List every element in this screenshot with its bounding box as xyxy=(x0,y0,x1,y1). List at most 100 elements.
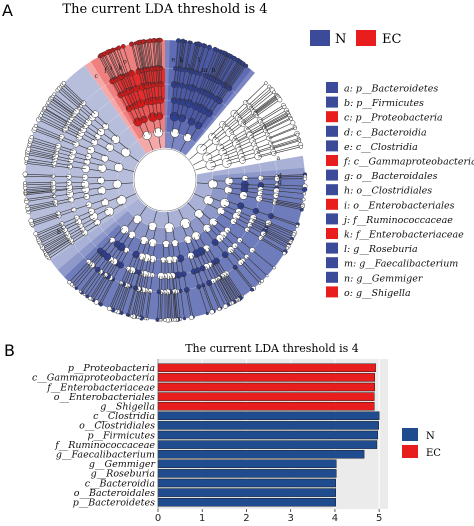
cladogram-branch xyxy=(193,271,200,287)
cladogram-branch xyxy=(64,130,79,139)
cladogram-branch xyxy=(260,238,285,254)
cladogram-branch xyxy=(80,105,94,117)
cladogram-branch xyxy=(251,130,266,139)
taxa-legend-entry: b: p__Firmicutes xyxy=(344,98,424,109)
cladogram-node xyxy=(100,154,109,163)
cladogram-branch xyxy=(123,75,131,91)
cladogram-branch xyxy=(226,273,243,297)
cladogram-branch xyxy=(60,139,76,146)
cladogram-branch xyxy=(265,118,292,132)
bar-chart-title: The current LDA threshold is 4 xyxy=(185,342,359,355)
cladogram-branch xyxy=(274,200,303,207)
cladogram-branch xyxy=(91,275,107,300)
clade-letter-label: a xyxy=(276,155,280,162)
cladogram-branch xyxy=(276,190,305,194)
cladogram-branch xyxy=(133,289,141,317)
taxa-legend-swatch xyxy=(326,198,338,210)
cladogram-node xyxy=(244,227,250,233)
cladogram-branch xyxy=(195,45,204,73)
cladogram-node xyxy=(182,67,188,73)
cladogram-branch xyxy=(140,70,145,87)
bar-legend: N EC xyxy=(402,428,441,459)
cladogram-node xyxy=(182,317,187,321)
cladogram-node xyxy=(293,126,297,131)
cladogram-node xyxy=(211,137,220,145)
cladogram-node xyxy=(183,133,192,142)
cladogram-branch xyxy=(228,64,246,89)
cladogram-branch xyxy=(209,51,221,78)
cladogram-node xyxy=(49,180,57,187)
cladogram-node xyxy=(78,290,82,294)
cladogram-branch xyxy=(88,249,100,263)
cladogram-node xyxy=(189,40,193,45)
bar xyxy=(157,392,375,401)
cladogram-branch xyxy=(67,123,83,133)
clade-letter-label: l xyxy=(198,57,200,64)
cladogram-branch xyxy=(255,143,271,149)
cladogram-node xyxy=(97,186,107,195)
y-tick-label: c__Bacteroidia xyxy=(85,478,156,489)
cladogram-branch xyxy=(190,43,198,72)
bar xyxy=(157,488,337,497)
cladogram-node xyxy=(112,179,122,189)
cladogram-node xyxy=(194,209,204,219)
cladogram-branch xyxy=(43,110,68,125)
cladogram-branch xyxy=(262,234,288,249)
cladogram-branch xyxy=(86,272,104,297)
cladogram-branch xyxy=(100,279,115,305)
cladogram-branch xyxy=(141,290,147,319)
cladogram-branch xyxy=(115,284,126,312)
cladogram-node xyxy=(61,81,67,86)
cladogram-node xyxy=(24,197,29,202)
cladogram-branch xyxy=(120,268,128,284)
root-ring xyxy=(133,148,197,212)
cladogram-node xyxy=(23,181,27,185)
cladogram-branch xyxy=(213,262,223,277)
cladogram-node xyxy=(209,217,218,227)
cladogram-branch xyxy=(184,42,190,70)
cladogram-branch xyxy=(214,54,228,80)
cladogram-node xyxy=(157,272,165,280)
cladogram-branch xyxy=(45,238,70,254)
cladogram-branch xyxy=(121,286,131,314)
cladogram-node xyxy=(202,224,212,233)
clade-letter-label: c xyxy=(95,73,99,80)
cladogram-branch xyxy=(36,224,63,236)
cladogram-branch xyxy=(52,96,76,114)
cladogram-node xyxy=(28,218,34,224)
cladogram-branch xyxy=(54,94,77,112)
cladogram-branch xyxy=(274,203,302,210)
cladogram-branch xyxy=(35,125,62,138)
taxa-legend-swatch xyxy=(326,155,338,166)
cladogram-branch xyxy=(245,82,267,103)
cladogram-branch xyxy=(253,137,270,145)
cladogram-branch xyxy=(119,285,129,313)
cladogram-branch xyxy=(234,267,253,290)
cladogram-branch xyxy=(146,41,151,69)
y-tick-label: o__Bacteroidales xyxy=(74,488,155,499)
taxa-legend: a: p__Bacteroidetes b: p__Firmicutes c: p_… xyxy=(326,82,474,299)
cladogram-branch xyxy=(116,48,127,76)
cladogram-branch xyxy=(276,184,305,187)
cladogram-branch xyxy=(175,40,179,69)
cladogram-branch xyxy=(27,154,55,160)
taxa-legend-entry: i: o__Enterobacteriales xyxy=(344,200,455,211)
taxa-legend-swatch xyxy=(326,286,338,298)
cladogram-branch xyxy=(254,96,278,114)
cladogram-node xyxy=(258,281,262,285)
cladogram-branch xyxy=(168,291,170,320)
cladogram-branch xyxy=(152,40,156,69)
cladogram-node xyxy=(22,171,28,177)
cladogram-branch xyxy=(136,42,143,71)
cladogram-branch xyxy=(127,74,134,90)
clade-letter-label: n xyxy=(211,66,215,73)
clade-letter-label: i xyxy=(110,64,112,71)
cladogram-branch xyxy=(233,221,248,230)
cladogram-branch xyxy=(264,231,290,245)
bar-legend-label-n: N xyxy=(426,431,435,442)
taxa-legend-entry: j: f__Ruminococcaceae xyxy=(342,215,453,226)
cladogram-branch xyxy=(191,43,199,72)
cladogram-branch xyxy=(152,259,155,276)
cladogram-branch xyxy=(249,127,265,136)
cladogram-node xyxy=(90,138,99,147)
